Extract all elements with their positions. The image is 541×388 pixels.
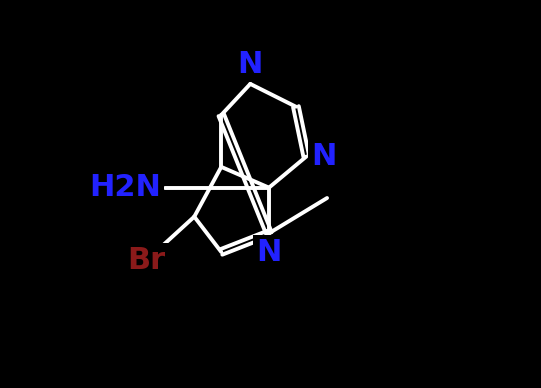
Text: H2N: H2N: [89, 173, 161, 202]
Text: N: N: [237, 50, 263, 79]
Text: N: N: [311, 142, 337, 171]
Text: Br: Br: [128, 246, 166, 275]
Text: N: N: [256, 238, 282, 267]
